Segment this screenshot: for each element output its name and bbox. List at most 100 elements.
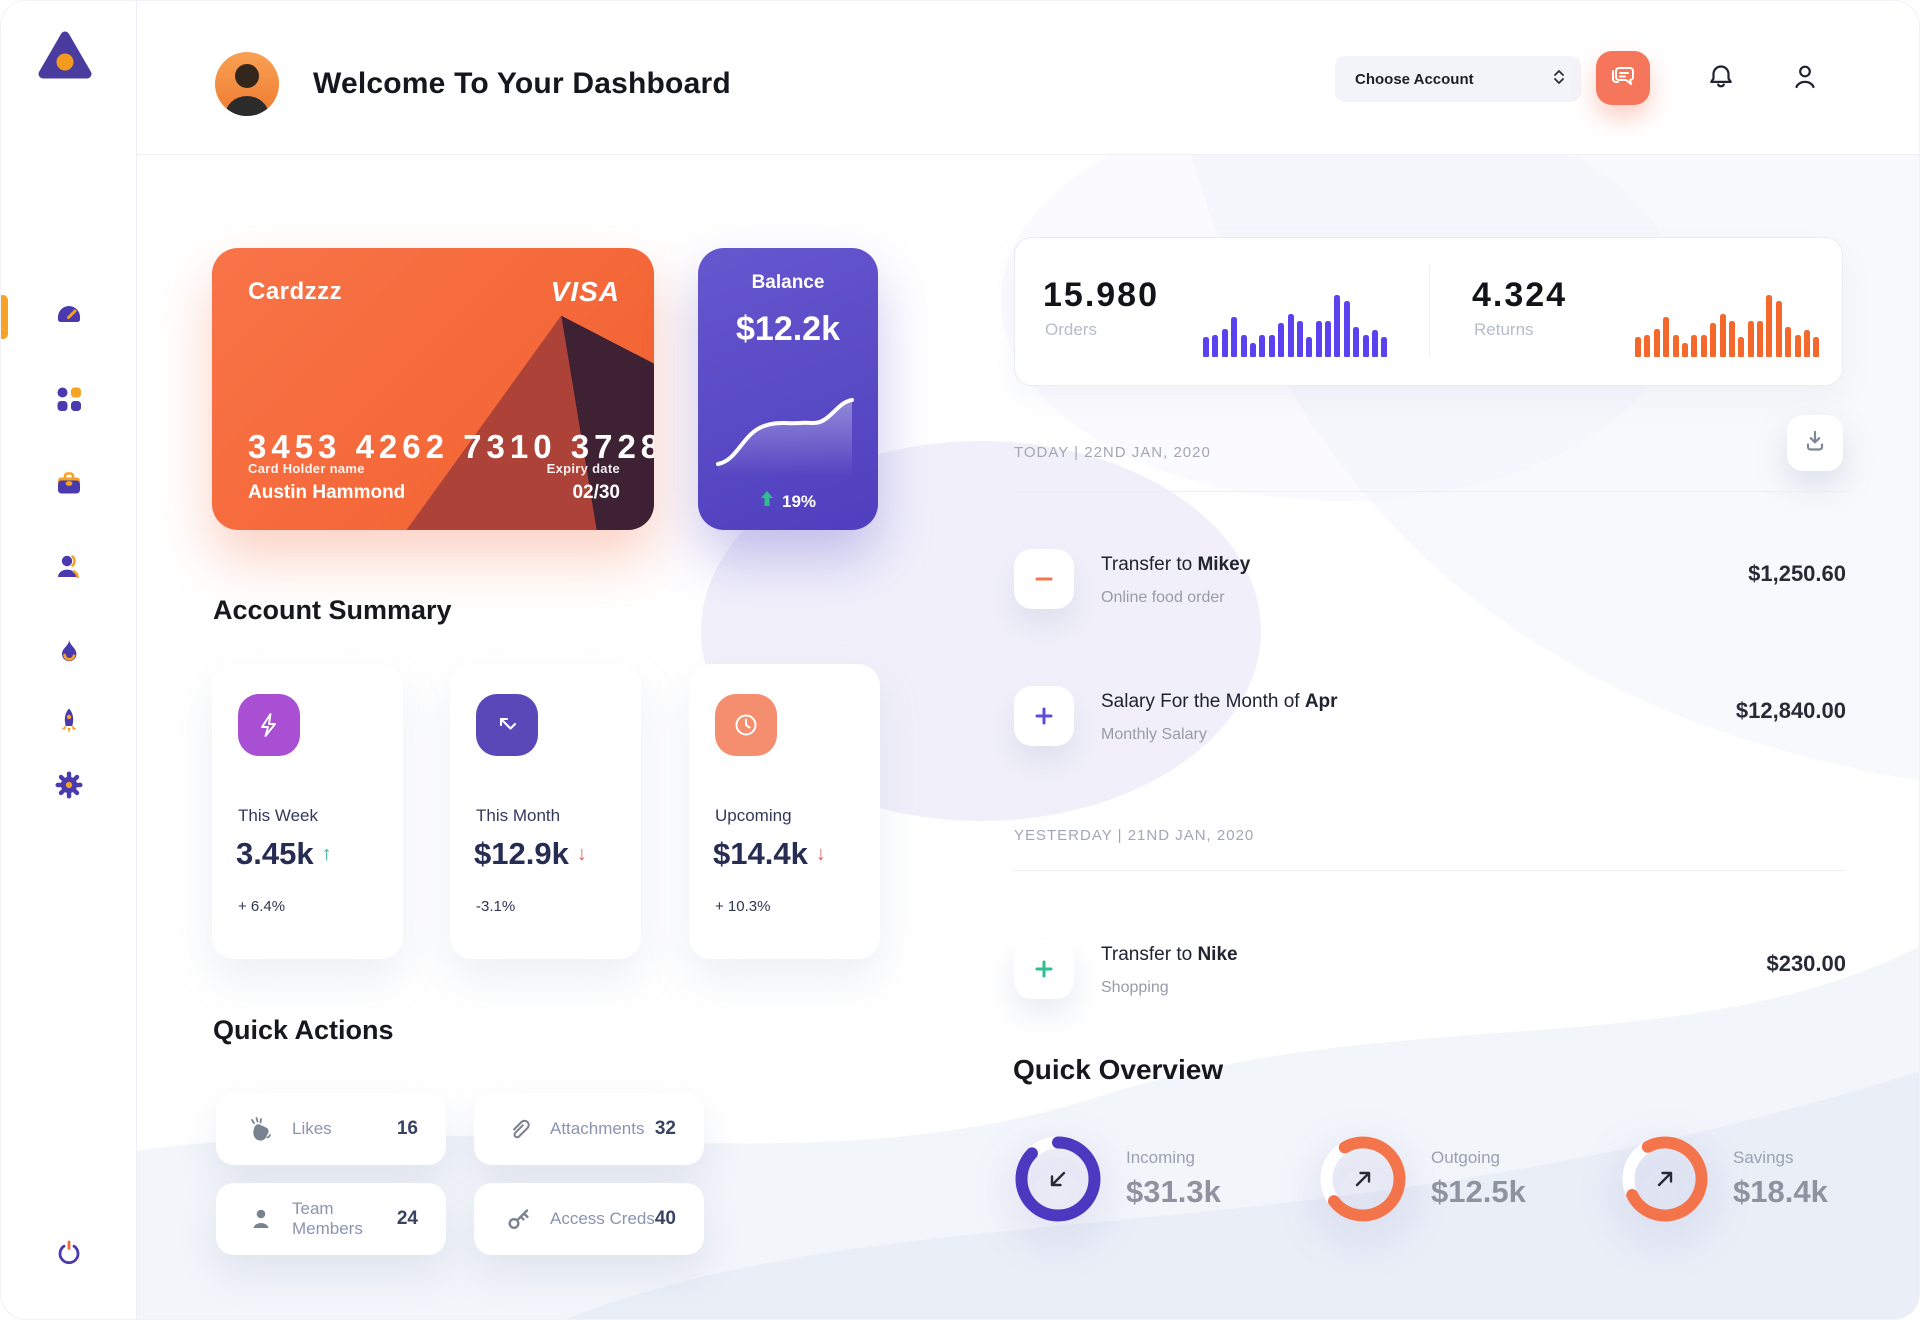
sidebar-item-apps[interactable]: [1, 379, 136, 423]
quick-action-count: 24: [396, 1208, 418, 1229]
arrow-up-right-icon: [1347, 1163, 1379, 1195]
transaction-title: Salary For the Month of Apr: [1101, 691, 1338, 712]
sidebar: [1, 1, 137, 1319]
summary-label: Upcoming: [715, 806, 792, 825]
transaction-row-mikey[interactable]: Transfer to Mikey Online food order $1,2…: [1014, 549, 1846, 611]
clock-icon: [715, 694, 777, 756]
account-select-label: Choose Account: [1355, 70, 1474, 88]
bell-icon: [1705, 61, 1737, 98]
overview-label: Savings: [1733, 1148, 1794, 1167]
briefcase-icon: [54, 468, 84, 503]
quick-action-access-creds[interactable]: Access Creds 40: [474, 1183, 704, 1255]
account-summary-title: Account Summary: [213, 595, 452, 625]
transaction-title: Transfer to Nike: [1101, 944, 1238, 965]
summary-card-this-month: This Month $12.9k ↓ -3.1%: [450, 664, 641, 959]
overview-value: $18.4k: [1733, 1174, 1828, 1209]
rocket-icon: [54, 706, 84, 741]
summary-card-this-week: This Week 3.45k ↑ + 6.4%: [212, 664, 403, 959]
quick-action-team-members[interactable]: Team Members 24: [216, 1183, 446, 1255]
sidebar-item-dashboard[interactable]: [1, 295, 136, 339]
transaction-subtitle: Monthly Salary: [1101, 726, 1207, 743]
notifications-button[interactable]: [1703, 61, 1739, 97]
returns-label: Returns: [1474, 320, 1534, 339]
summary-percent: + 10.3%: [715, 898, 771, 915]
profile-button[interactable]: [1787, 61, 1823, 97]
summary-percent: + 6.4%: [238, 898, 286, 915]
transaction-amount: $230.00: [1766, 951, 1846, 976]
balance-card: Balance $12.2k 19%: [698, 248, 878, 530]
summary-card-upcoming: Upcoming $14.4k ↓ + 10.3%: [689, 664, 880, 959]
sidebar-item-settings[interactable]: [1, 765, 136, 809]
transaction-subtitle: Shopping: [1101, 979, 1169, 996]
balance-trend-value: 19%: [781, 491, 817, 511]
download-icon: [1801, 427, 1829, 460]
transaction-row-salary[interactable]: Salary For the Month of Apr Monthly Sala…: [1014, 686, 1846, 748]
returns-value: 4.324: [1472, 276, 1568, 314]
quick-action-count: 16: [396, 1118, 418, 1139]
quick-action-label: Access Creds: [550, 1209, 655, 1228]
transaction-amount: $12,840.00: [1735, 698, 1846, 723]
summary-percent: -3.1%: [476, 898, 516, 915]
orders-bar-chart: [1203, 293, 1393, 357]
quick-action-label: Team Members: [292, 1199, 363, 1238]
expiry-value: 02/30: [572, 482, 620, 503]
plus-icon: [1014, 939, 1074, 999]
quick-action-count: 40: [654, 1208, 676, 1229]
arrow-up-right-icon: [1649, 1163, 1681, 1195]
summary-label: This Week: [238, 806, 318, 825]
orders-value: 15.980: [1043, 276, 1159, 314]
app-logo: [37, 29, 93, 85]
speedometer-icon: [54, 300, 84, 335]
logout-button[interactable]: [1, 1233, 136, 1277]
quick-actions-title: Quick Actions: [213, 1015, 394, 1045]
balance-label: Balance: [751, 272, 825, 293]
summary-value: 3.45k: [236, 836, 314, 871]
quick-overview-title: Quick Overview: [1013, 1054, 1224, 1085]
overview-label: Outgoing: [1431, 1148, 1500, 1167]
summary-value: $14.4k: [713, 836, 808, 871]
stats-divider: [1429, 266, 1430, 357]
quick-action-attachments[interactable]: Attachments 32: [474, 1093, 704, 1165]
quick-action-likes[interactable]: Likes 16: [216, 1093, 446, 1165]
account-select[interactable]: Choose Account: [1335, 56, 1581, 102]
outgoing-progress-ring: [1318, 1134, 1408, 1224]
arrow-down-icon: ↓: [576, 842, 587, 865]
arrow-down-icon: ↓: [815, 842, 826, 865]
arrow-down-left-icon: [1042, 1163, 1074, 1195]
divider: [1014, 870, 1846, 871]
chat-button[interactable]: [1596, 51, 1650, 105]
trend-up-icon: [760, 491, 774, 512]
transaction-title: Transfer to Mikey: [1101, 554, 1251, 575]
savings-progress-ring: [1620, 1134, 1710, 1224]
incoming-progress-ring: [1013, 1134, 1103, 1224]
orders-label: Orders: [1045, 320, 1097, 339]
card-holder-name: Austin Hammond: [248, 482, 406, 503]
sidebar-item-activity[interactable]: [1, 631, 136, 675]
person-icon: [248, 1206, 274, 1232]
transaction-row-nike[interactable]: Transfer to Nike Shopping $230.00: [1014, 939, 1846, 1001]
avatar[interactable]: [215, 52, 279, 116]
arrow-up-left-icon: [476, 694, 538, 756]
quick-action-label: Likes: [292, 1119, 332, 1138]
flame-icon: [54, 636, 84, 671]
orders-returns-card: 15.980 Orders 4.324 Returns: [1014, 237, 1843, 386]
card-holder-label: Card Holder name: [248, 461, 365, 476]
transaction-amount: $1,250.60: [1748, 561, 1846, 586]
download-button[interactable]: [1787, 415, 1843, 471]
sidebar-item-launch[interactable]: [1, 701, 136, 745]
returns-bar-chart: [1635, 293, 1825, 357]
divider: [1014, 491, 1846, 492]
summary-label: This Month: [476, 806, 561, 825]
sidebar-item-people[interactable]: [1, 547, 136, 591]
quick-action-count: 32: [654, 1118, 676, 1139]
plus-icon: [1014, 686, 1074, 746]
summary-value: $12.9k: [474, 836, 569, 871]
date-group-yesterday: YESTERDAY | 21ND JAN, 2020: [1014, 827, 1255, 844]
lightning-icon: [238, 694, 300, 756]
balance-value: $12.2k: [736, 310, 840, 348]
sidebar-item-work[interactable]: [1, 463, 136, 507]
chat-bubbles-icon: [1609, 62, 1637, 95]
chevron-up-down-icon: [1551, 68, 1567, 90]
overview-value: $12.5k: [1431, 1174, 1526, 1209]
